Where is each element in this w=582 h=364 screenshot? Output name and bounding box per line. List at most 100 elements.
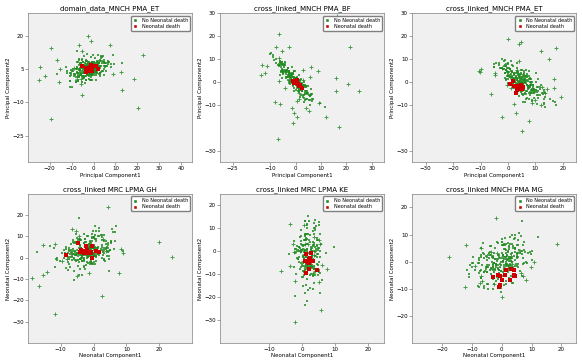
Point <box>510 253 519 259</box>
Point <box>73 69 82 75</box>
Point <box>499 242 508 248</box>
Point <box>520 247 529 253</box>
Point <box>306 94 315 99</box>
Point <box>301 235 310 241</box>
Point <box>306 247 315 253</box>
Point <box>495 254 504 260</box>
Point <box>514 82 524 88</box>
Point <box>506 277 515 283</box>
Point <box>532 84 541 90</box>
Point <box>285 252 294 257</box>
Point <box>315 254 325 260</box>
Point <box>483 286 492 292</box>
Point <box>526 79 535 85</box>
Point <box>33 249 42 255</box>
Title: cross_linked_MNCH PMA_BF: cross_linked_MNCH PMA_BF <box>254 5 350 12</box>
Point <box>139 52 148 58</box>
Point <box>70 251 79 257</box>
Point <box>288 80 297 86</box>
Point <box>471 267 480 273</box>
Point <box>490 71 499 76</box>
Point <box>40 73 49 79</box>
Point <box>80 68 90 74</box>
Point <box>289 264 299 269</box>
Point <box>501 68 510 74</box>
Point <box>78 252 87 258</box>
Point <box>499 59 509 64</box>
Point <box>502 69 512 75</box>
Point <box>304 267 313 273</box>
Point <box>66 73 75 79</box>
Point <box>506 261 515 267</box>
Point <box>527 97 536 103</box>
Point <box>494 277 503 282</box>
Point <box>302 298 311 304</box>
Point <box>97 232 106 238</box>
Point <box>91 251 100 257</box>
Point <box>91 62 101 68</box>
Point <box>80 264 89 270</box>
Point <box>497 66 506 71</box>
Point <box>72 64 81 70</box>
Point <box>314 272 323 277</box>
Point <box>102 248 112 254</box>
Point <box>293 81 302 87</box>
Point <box>293 81 302 87</box>
Point <box>86 246 95 252</box>
Point <box>257 72 266 78</box>
Point <box>93 69 102 75</box>
Point <box>73 78 83 84</box>
Point <box>104 242 113 248</box>
Point <box>517 39 526 45</box>
Point <box>88 63 98 69</box>
Point <box>290 246 300 252</box>
Point <box>506 258 515 264</box>
Point <box>76 72 85 78</box>
Point <box>77 72 86 78</box>
Point <box>496 273 506 279</box>
Point <box>100 257 109 263</box>
Point <box>69 255 79 261</box>
Point <box>77 68 86 74</box>
Point <box>307 246 316 252</box>
Point <box>106 61 115 67</box>
Point <box>279 71 288 77</box>
Point <box>90 65 99 71</box>
Point <box>520 75 530 80</box>
Point <box>82 69 91 75</box>
Point <box>492 250 502 256</box>
Point <box>486 266 495 272</box>
Point <box>292 75 301 81</box>
Point <box>298 83 307 89</box>
Point <box>279 61 288 67</box>
Point <box>85 261 94 267</box>
Point <box>290 278 300 284</box>
Point <box>473 282 482 288</box>
Point <box>104 58 113 64</box>
Point <box>294 78 303 83</box>
Point <box>85 254 94 260</box>
Point <box>498 258 508 264</box>
Point <box>290 76 300 82</box>
Point <box>499 273 508 278</box>
Point <box>508 77 517 83</box>
Point <box>487 254 496 260</box>
Point <box>95 58 104 64</box>
Point <box>525 76 534 82</box>
Point <box>290 68 299 74</box>
Point <box>306 91 315 97</box>
Point <box>531 89 540 95</box>
Point <box>512 74 521 80</box>
Point <box>488 267 497 273</box>
Point <box>488 286 498 292</box>
Point <box>292 79 301 84</box>
Point <box>296 84 306 90</box>
Point <box>306 259 315 265</box>
Point <box>518 273 527 279</box>
Point <box>292 79 301 85</box>
Point <box>87 253 96 259</box>
Point <box>292 114 301 120</box>
Point <box>90 236 100 242</box>
Point <box>289 68 298 74</box>
Point <box>288 120 297 126</box>
